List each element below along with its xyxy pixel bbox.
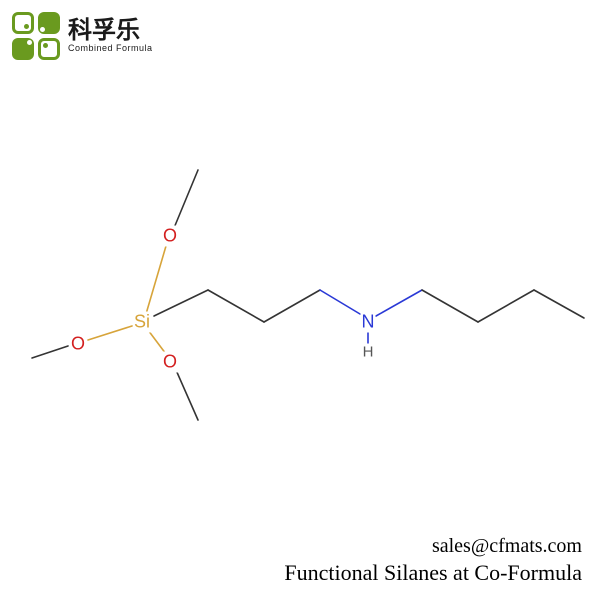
atom-Si: Si [133,312,151,333]
contact-email: sales@cfmats.com [432,535,582,558]
atom-O_lf: O [70,334,86,355]
molecule-bonds [0,0,600,600]
atom-N: N [361,312,376,333]
product-line-title: Functional Silanes at Co-Formula [284,560,582,586]
figure-canvas: 科孚乐 Combined Formula SiOOONH sales@cfmat… [0,0,600,600]
atom-O_dn: O [162,352,178,373]
atom-O_up: O [162,226,178,247]
atom-H: H [362,344,375,361]
